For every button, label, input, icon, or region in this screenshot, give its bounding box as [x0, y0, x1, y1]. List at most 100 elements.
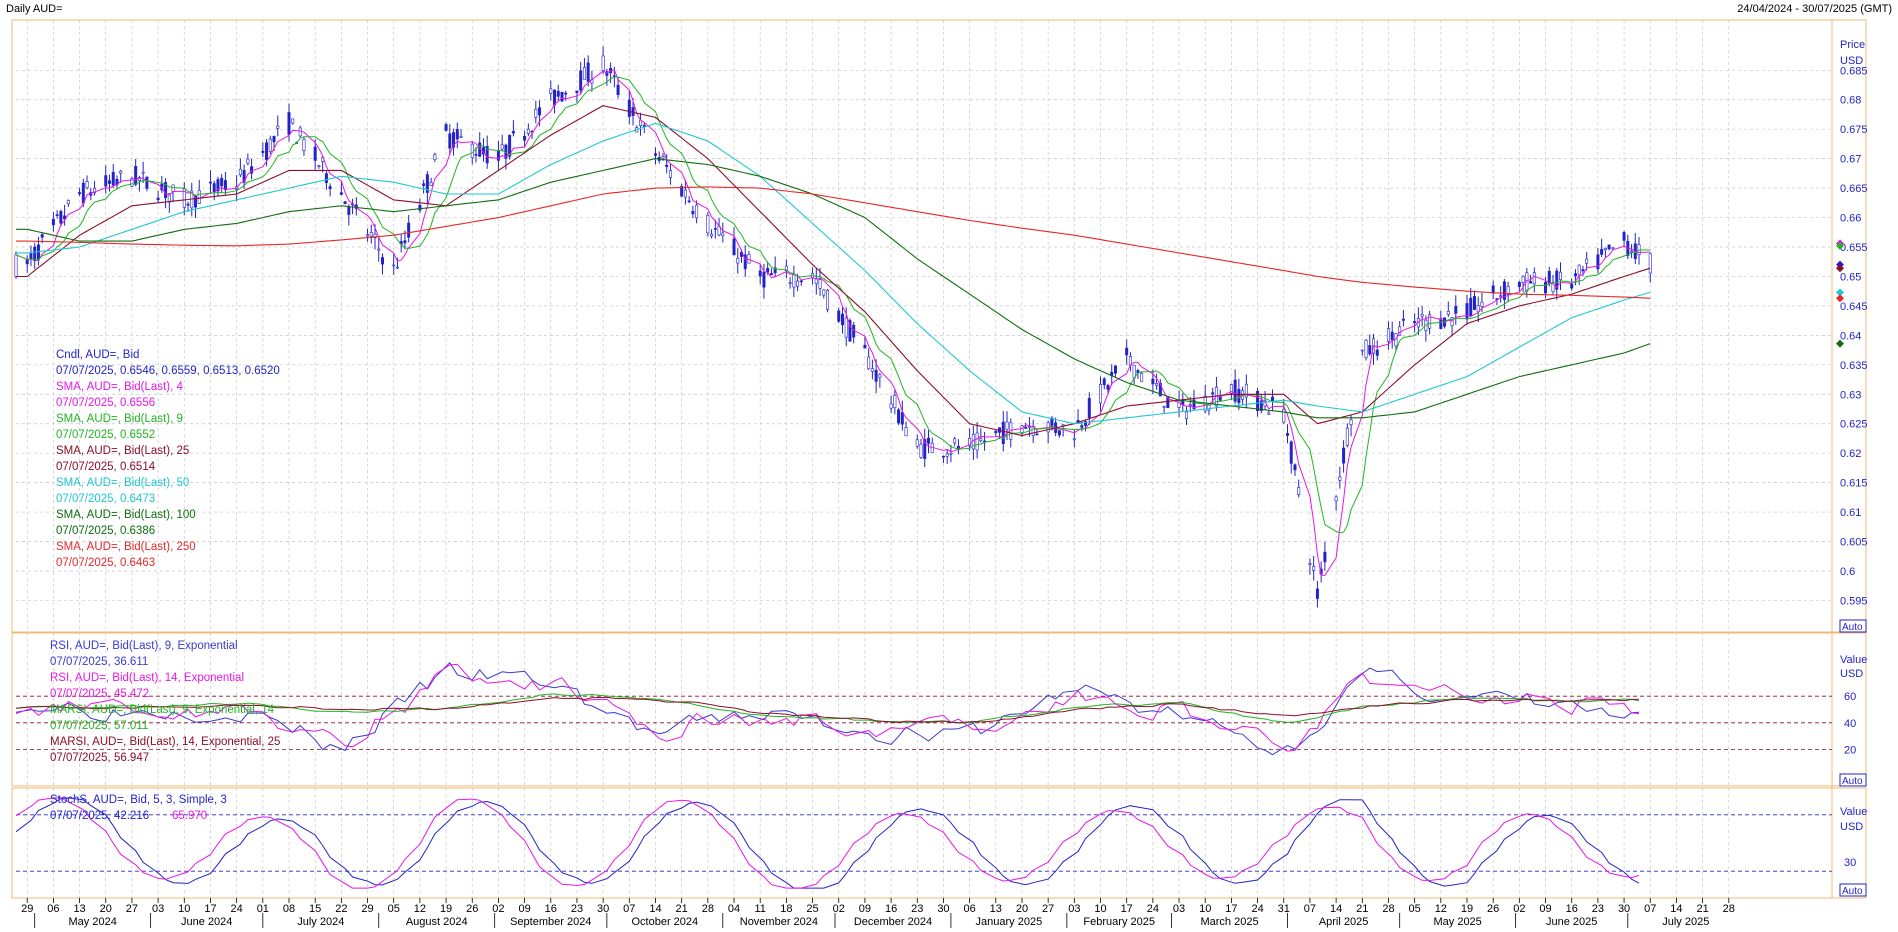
candle-body	[1020, 425, 1024, 434]
candle-body	[773, 267, 777, 274]
candle-body	[1128, 356, 1132, 366]
chart-title: Daily AUD=	[6, 3, 63, 15]
stoch-series[interactable]	[15, 797, 1832, 889]
legend-value: 07/07/2025, 0.6552	[56, 429, 155, 441]
price-tick-label: 0.605	[1840, 537, 1868, 549]
candle-body	[422, 183, 426, 186]
candle-body	[59, 210, 63, 224]
candle-body	[627, 99, 631, 117]
candle-body	[452, 132, 456, 148]
candle-body	[1585, 258, 1589, 264]
date-tick-label: 16	[885, 903, 897, 915]
candle-body	[339, 192, 343, 195]
date-tick-label: 07	[1304, 903, 1316, 915]
month-label: February 2025	[1083, 916, 1155, 928]
candle-series[interactable]	[14, 46, 1652, 608]
price-tick-label: 0.63	[1840, 389, 1861, 401]
candle-body	[1622, 232, 1626, 241]
price-axis-title: Price	[1840, 39, 1865, 51]
price-axis: 0.6850.680.6750.670.6650.660.6550.650.64…	[1836, 65, 1868, 869]
legend-label: SMA, AUD=, Bid(Last), 50	[56, 477, 189, 489]
date-tick-label: 04	[728, 903, 740, 915]
candle-body	[665, 164, 669, 167]
month-label: January 2025	[976, 916, 1043, 928]
candle-body	[1267, 412, 1271, 415]
date-tick-label: 26	[466, 903, 478, 915]
date-tick-label: 12	[414, 903, 426, 915]
candle-body	[1630, 250, 1634, 253]
candle-body	[736, 257, 740, 264]
date-tick-label: 13	[73, 903, 85, 915]
candle-body	[246, 158, 250, 164]
sma-4-line[interactable]	[15, 69, 1651, 577]
candle-body	[1334, 496, 1338, 502]
date-tick-label: 07	[623, 903, 635, 915]
candle-body	[1465, 303, 1469, 320]
stoch-panel-frame	[11, 787, 1867, 899]
candle-body	[33, 246, 37, 261]
legend-value: 07/07/2025, 0.6386	[56, 525, 155, 537]
rsi-14-line[interactable]	[15, 663, 1640, 752]
candle-body	[1517, 281, 1521, 287]
date-tick-label: 25	[806, 903, 818, 915]
candle-body	[1151, 378, 1155, 385]
legend-value: 07/07/2025, 0.6514	[56, 461, 156, 473]
date-tick-label: 14	[1330, 903, 1342, 915]
rsi-auto-button[interactable]: Auto	[1839, 773, 1867, 787]
candle-body	[1155, 383, 1159, 386]
month-label: October 2024	[632, 916, 699, 928]
legend-value-2: 65.970	[172, 810, 207, 822]
stoch-k-line[interactable]	[15, 797, 1640, 889]
candle-body	[556, 90, 560, 97]
rsi-axis-unit: USD	[1840, 668, 1863, 680]
sma-series[interactable]	[15, 69, 1651, 577]
candle-body	[1289, 441, 1293, 464]
rsi-series[interactable]	[15, 662, 1832, 756]
candle-body	[1420, 314, 1424, 317]
candle-body	[687, 200, 691, 203]
stoch-d-line[interactable]	[15, 797, 1640, 889]
stoch-auto-button[interactable]: Auto	[1839, 883, 1867, 897]
price-tick-label: 0.595	[1840, 595, 1868, 607]
candle-body	[1125, 347, 1129, 356]
candle-body	[769, 273, 773, 276]
candle-body	[93, 187, 97, 194]
candle-body	[373, 233, 377, 239]
candle-body	[208, 181, 212, 184]
month-label: May 2025	[1433, 916, 1481, 928]
month-label: June 2024	[181, 916, 232, 928]
candle-body	[1177, 400, 1181, 408]
sma-250-line[interactable]	[16, 186, 1651, 299]
candle-body	[792, 274, 796, 288]
candle-body	[66, 199, 70, 205]
candle-body	[575, 90, 579, 93]
date-tick-label: 24	[1147, 903, 1159, 915]
candle-body	[897, 409, 901, 424]
sma-50-line[interactable]	[16, 122, 1651, 425]
main-auto-button[interactable]: Auto	[1839, 619, 1867, 633]
candle-body	[848, 320, 852, 342]
sma-9-line[interactable]	[15, 76, 1651, 534]
candle-body	[164, 182, 168, 199]
date-tick-label: 21	[676, 903, 688, 915]
candle-body	[818, 279, 822, 289]
candle-body	[1472, 296, 1476, 310]
candle-body	[369, 232, 373, 237]
svg-text:Auto: Auto	[1842, 776, 1863, 787]
legend-label: RSI, AUD=, Bid(Last), 9, Exponential	[50, 640, 238, 652]
candle-body	[747, 254, 751, 264]
sma-25-line[interactable]	[16, 105, 1651, 437]
candle-body	[1102, 378, 1106, 386]
candle-body	[1297, 487, 1301, 495]
candle-body	[313, 146, 317, 161]
date-tick-label: 30	[597, 903, 609, 915]
date-tick-label: 03	[1173, 903, 1185, 915]
date-tick-label: 02	[833, 903, 845, 915]
sma-100-line[interactable]	[16, 158, 1651, 419]
candle-body	[994, 430, 998, 434]
date-tick-label: 02	[492, 903, 504, 915]
rsi-9-line[interactable]	[15, 662, 1640, 756]
marsi-14-line[interactable]	[15, 696, 1640, 724]
candle-body	[683, 189, 687, 198]
